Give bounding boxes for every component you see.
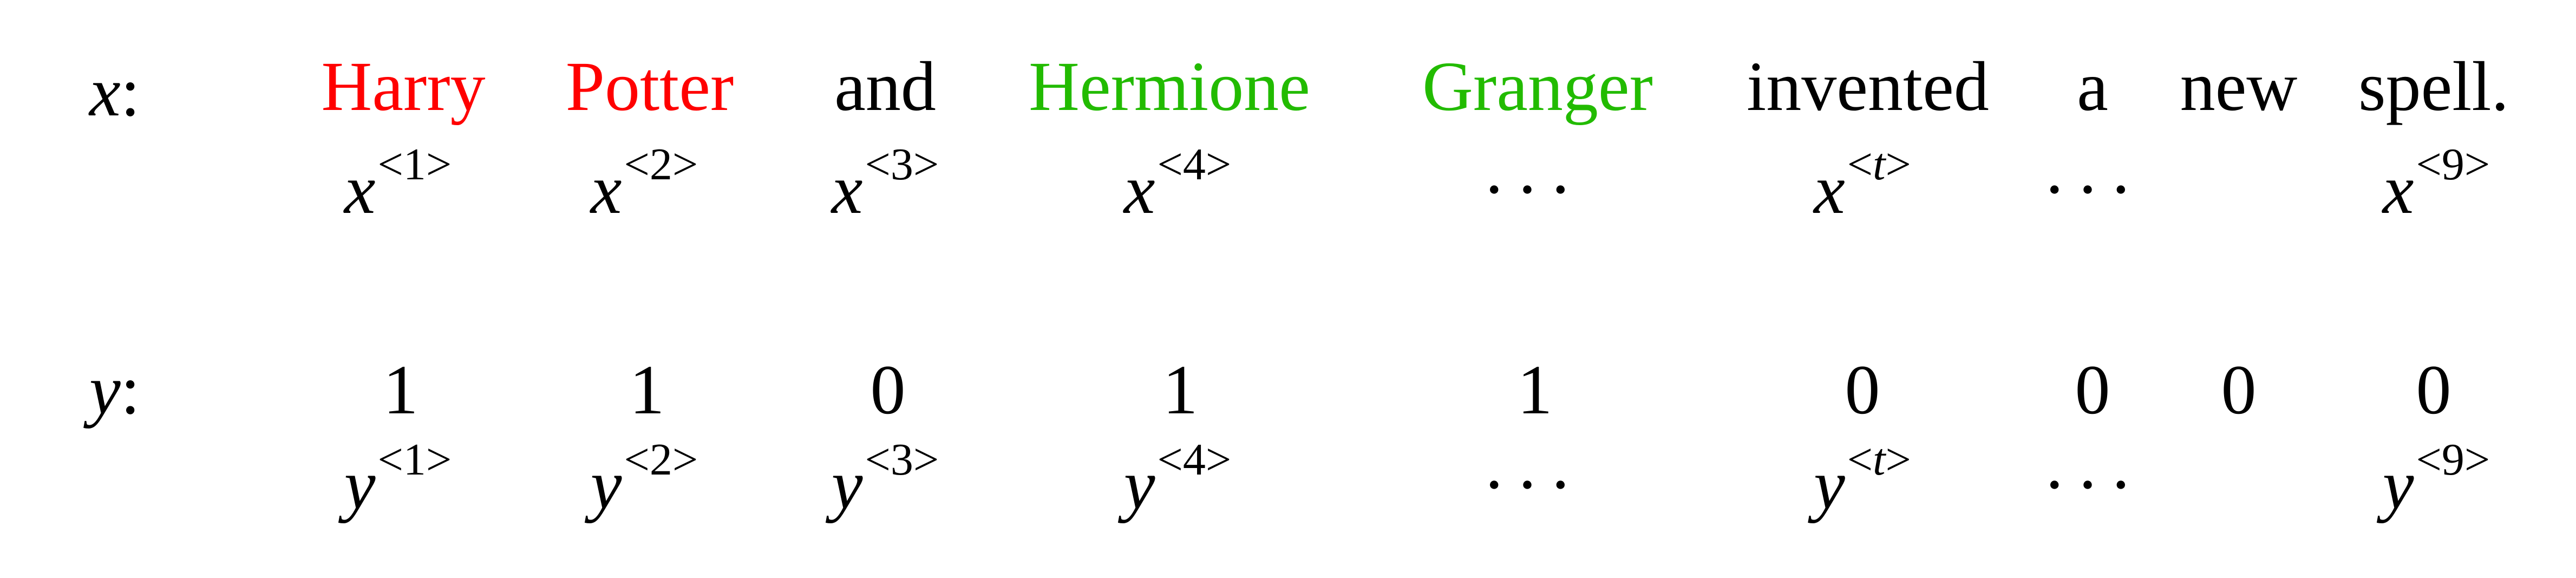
- x-word: Hermione: [1029, 48, 1310, 126]
- x-word: Granger: [1422, 48, 1653, 126]
- x-symbol: x<9>: [2382, 139, 2490, 229]
- y-symbol: y<2>: [590, 434, 698, 524]
- y-row-label: y:: [89, 355, 140, 425]
- x-word: new: [2180, 48, 2298, 126]
- x-word: and: [834, 48, 936, 126]
- y-value: 0: [870, 351, 906, 429]
- y-ellipsis: ···: [1482, 446, 1582, 524]
- x-row-label: x:: [89, 57, 140, 127]
- y-symbol: y<4>: [1123, 434, 1232, 524]
- x-label-letter: x: [89, 53, 121, 131]
- y-value: 1: [383, 351, 419, 429]
- x-symbol: x<1>: [344, 139, 452, 229]
- x-ellipsis: ···: [2043, 151, 2142, 229]
- y-value: 0: [2075, 351, 2110, 429]
- x-symbol: x<2>: [590, 139, 698, 229]
- y-symbol: y<9>: [2382, 434, 2490, 524]
- y-symbol: y<3>: [831, 434, 939, 524]
- y-label-letter: y: [89, 351, 121, 429]
- y-value: 1: [1517, 351, 1553, 429]
- y-value: 1: [629, 351, 665, 429]
- y-symbol: y<1>: [344, 434, 452, 524]
- x-symbol: x<4>: [1123, 139, 1232, 229]
- y-symbol: y<t>: [1814, 434, 1911, 524]
- x-word: spell.: [2358, 48, 2509, 126]
- x-word: Harry: [321, 48, 486, 126]
- y-label-colon: :: [120, 351, 140, 429]
- y-value: 0: [1845, 351, 1880, 429]
- x-ellipsis: ···: [1482, 151, 1582, 229]
- x-word: invented: [1747, 48, 1989, 126]
- x-word: Potter: [565, 48, 734, 126]
- x-symbol: x<t>: [1814, 139, 1911, 229]
- y-value: 1: [1162, 351, 1198, 429]
- x-label-colon: :: [120, 53, 140, 131]
- y-value: 0: [2221, 351, 2257, 429]
- y-ellipsis: ···: [2043, 446, 2142, 524]
- y-value: 0: [2416, 351, 2451, 429]
- x-symbol: x<3>: [831, 139, 939, 229]
- x-word: a: [2077, 48, 2108, 126]
